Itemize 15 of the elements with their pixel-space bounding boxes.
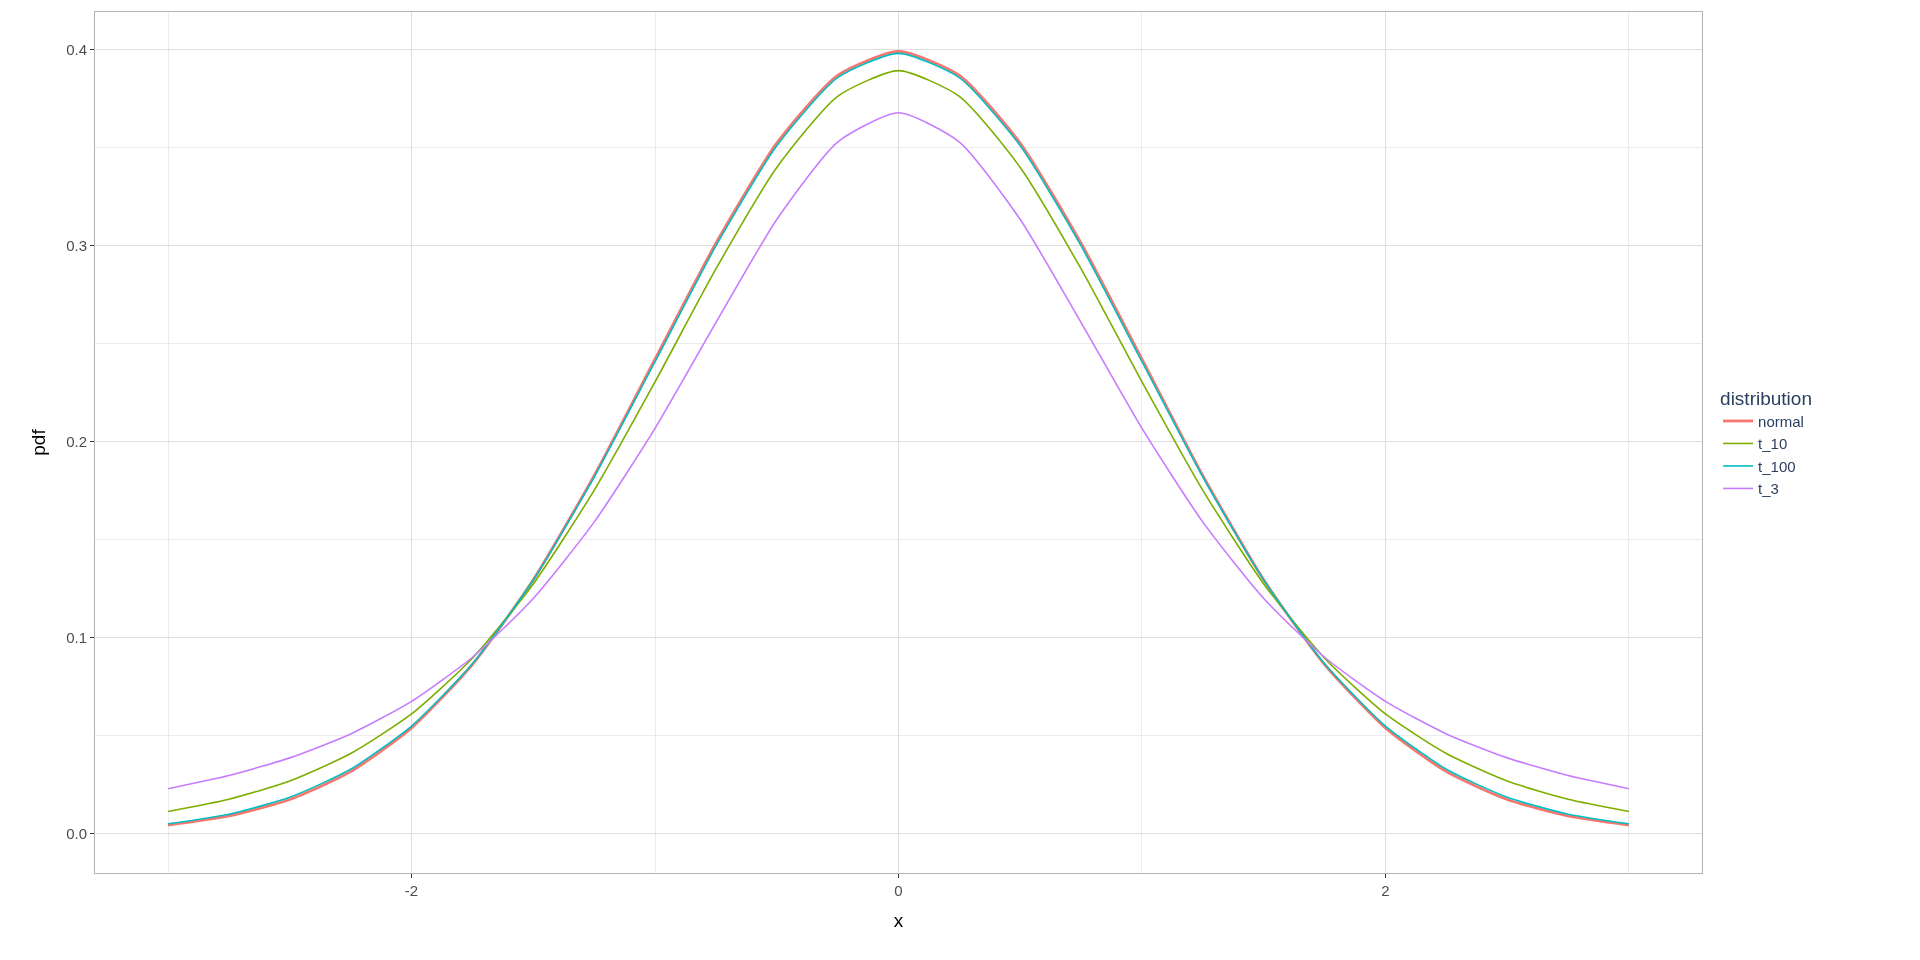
y-tick-label: 0.1 (66, 628, 87, 646)
legend-label: t_100 (1758, 457, 1796, 475)
x-axis-title: x (893, 909, 904, 931)
x-tick-label: 0 (894, 882, 903, 899)
legend-title: distribution (1720, 387, 1812, 409)
x-tick-label: -2 (404, 882, 419, 899)
y-tick-label: 0.3 (66, 236, 87, 254)
y-tick-label: 0.0 (66, 825, 87, 843)
legend-label: t_3 (1758, 480, 1779, 498)
legend-label: normal (1758, 412, 1804, 430)
y-tick-label: 0.2 (66, 432, 87, 450)
x-tick-label: 2 (1381, 882, 1390, 899)
legend-label: t_10 (1758, 435, 1788, 453)
y-axis-title: pdf (27, 428, 49, 456)
y-tick-label: 0.4 (66, 40, 87, 58)
